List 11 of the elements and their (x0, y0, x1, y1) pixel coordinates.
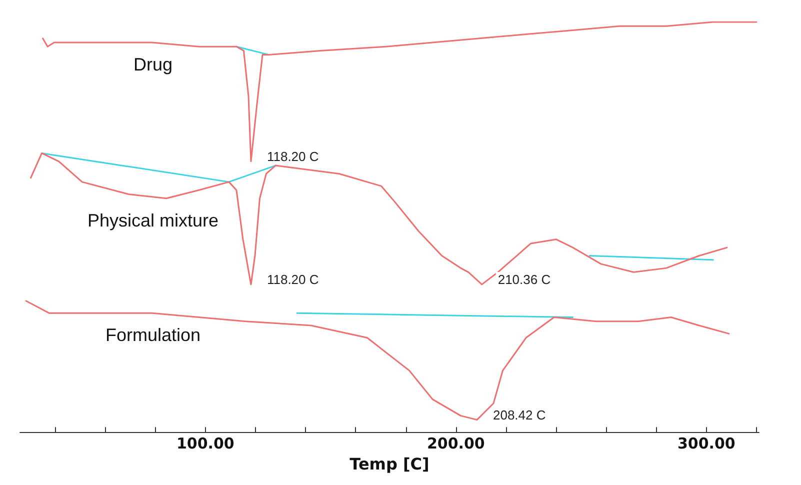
annotation: 118.20 C (266, 272, 319, 287)
x-axis-title: Temp [C] (350, 454, 430, 474)
series-label: Formulation (105, 325, 201, 346)
annotation: 208.42 C (492, 407, 546, 422)
x-tick-label: 100.00 (176, 434, 234, 453)
x-tick-label: 200.00 (426, 434, 485, 453)
x-tick-label: 300.00 (677, 434, 736, 453)
annotation: 210.36 C (498, 272, 551, 287)
series-label: Physical mixture (87, 210, 219, 230)
series-label: Drug (134, 54, 173, 75)
annotation: 118.20 C (266, 148, 319, 164)
